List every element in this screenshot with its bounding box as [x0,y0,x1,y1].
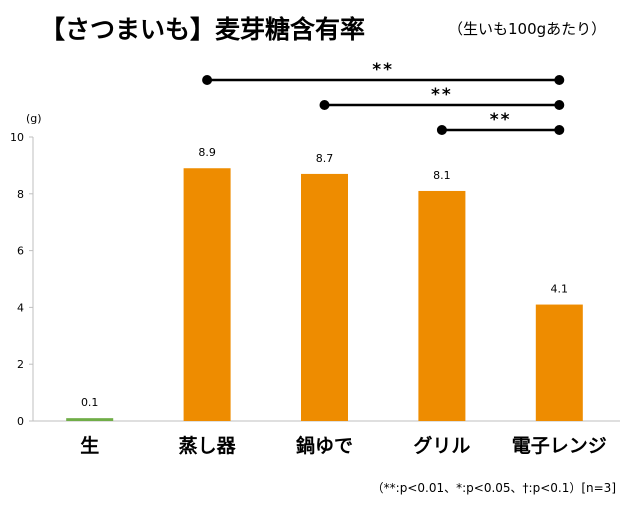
category-label: 鍋ゆで [296,434,353,457]
y-tick-label: 0 [17,415,24,428]
significance-label: ** [372,60,394,80]
significance-dot [554,100,565,110]
y-axis: 0 2 4 6 8 10 [10,131,620,428]
y-axis-unit-label: (g) [26,112,42,125]
y-tick-label: 4 [17,301,24,314]
significance-dot [554,75,565,85]
data-label: 8.9 [198,146,216,159]
chart-subtitle: （生いも100gあたり） [448,20,606,38]
y-tick-label: 2 [17,358,24,371]
data-label: 4.1 [551,283,569,296]
y-tick-label: 10 [10,131,24,144]
significance-dot [436,125,447,135]
data-label: 8.1 [433,169,451,182]
significance-label: ** [431,85,453,105]
category-label: グリル [413,434,470,457]
y-tick-label: 6 [17,245,24,258]
significance-dot [319,100,330,110]
category-label: 蒸し器 [179,434,237,457]
data-label: 8.7 [316,152,334,165]
bar [183,168,231,421]
bars: 0.1 生 8.9 蒸し器 8.7 鍋ゆで 8.1 グリル 4.1 電子レンジ [66,146,607,457]
data-label: 0.1 [81,396,99,409]
category-label: 電子レンジ [512,435,607,457]
significance-dot [202,75,213,85]
footnote: （**:p<0.01、*:p<0.05、†:p<0.1）[n=3] [372,481,616,495]
bar [535,304,583,421]
bar [301,173,348,421]
bar [66,418,114,421]
significance-label: ** [490,110,512,130]
significance-brackets: ** ** ** [202,60,565,135]
chart-title: 【さつまいも】麦芽糖含有率 [40,15,365,44]
significance-dot [554,125,565,135]
category-label: 生 [80,434,99,457]
bar [418,190,466,421]
y-tick-label: 8 [17,188,24,201]
